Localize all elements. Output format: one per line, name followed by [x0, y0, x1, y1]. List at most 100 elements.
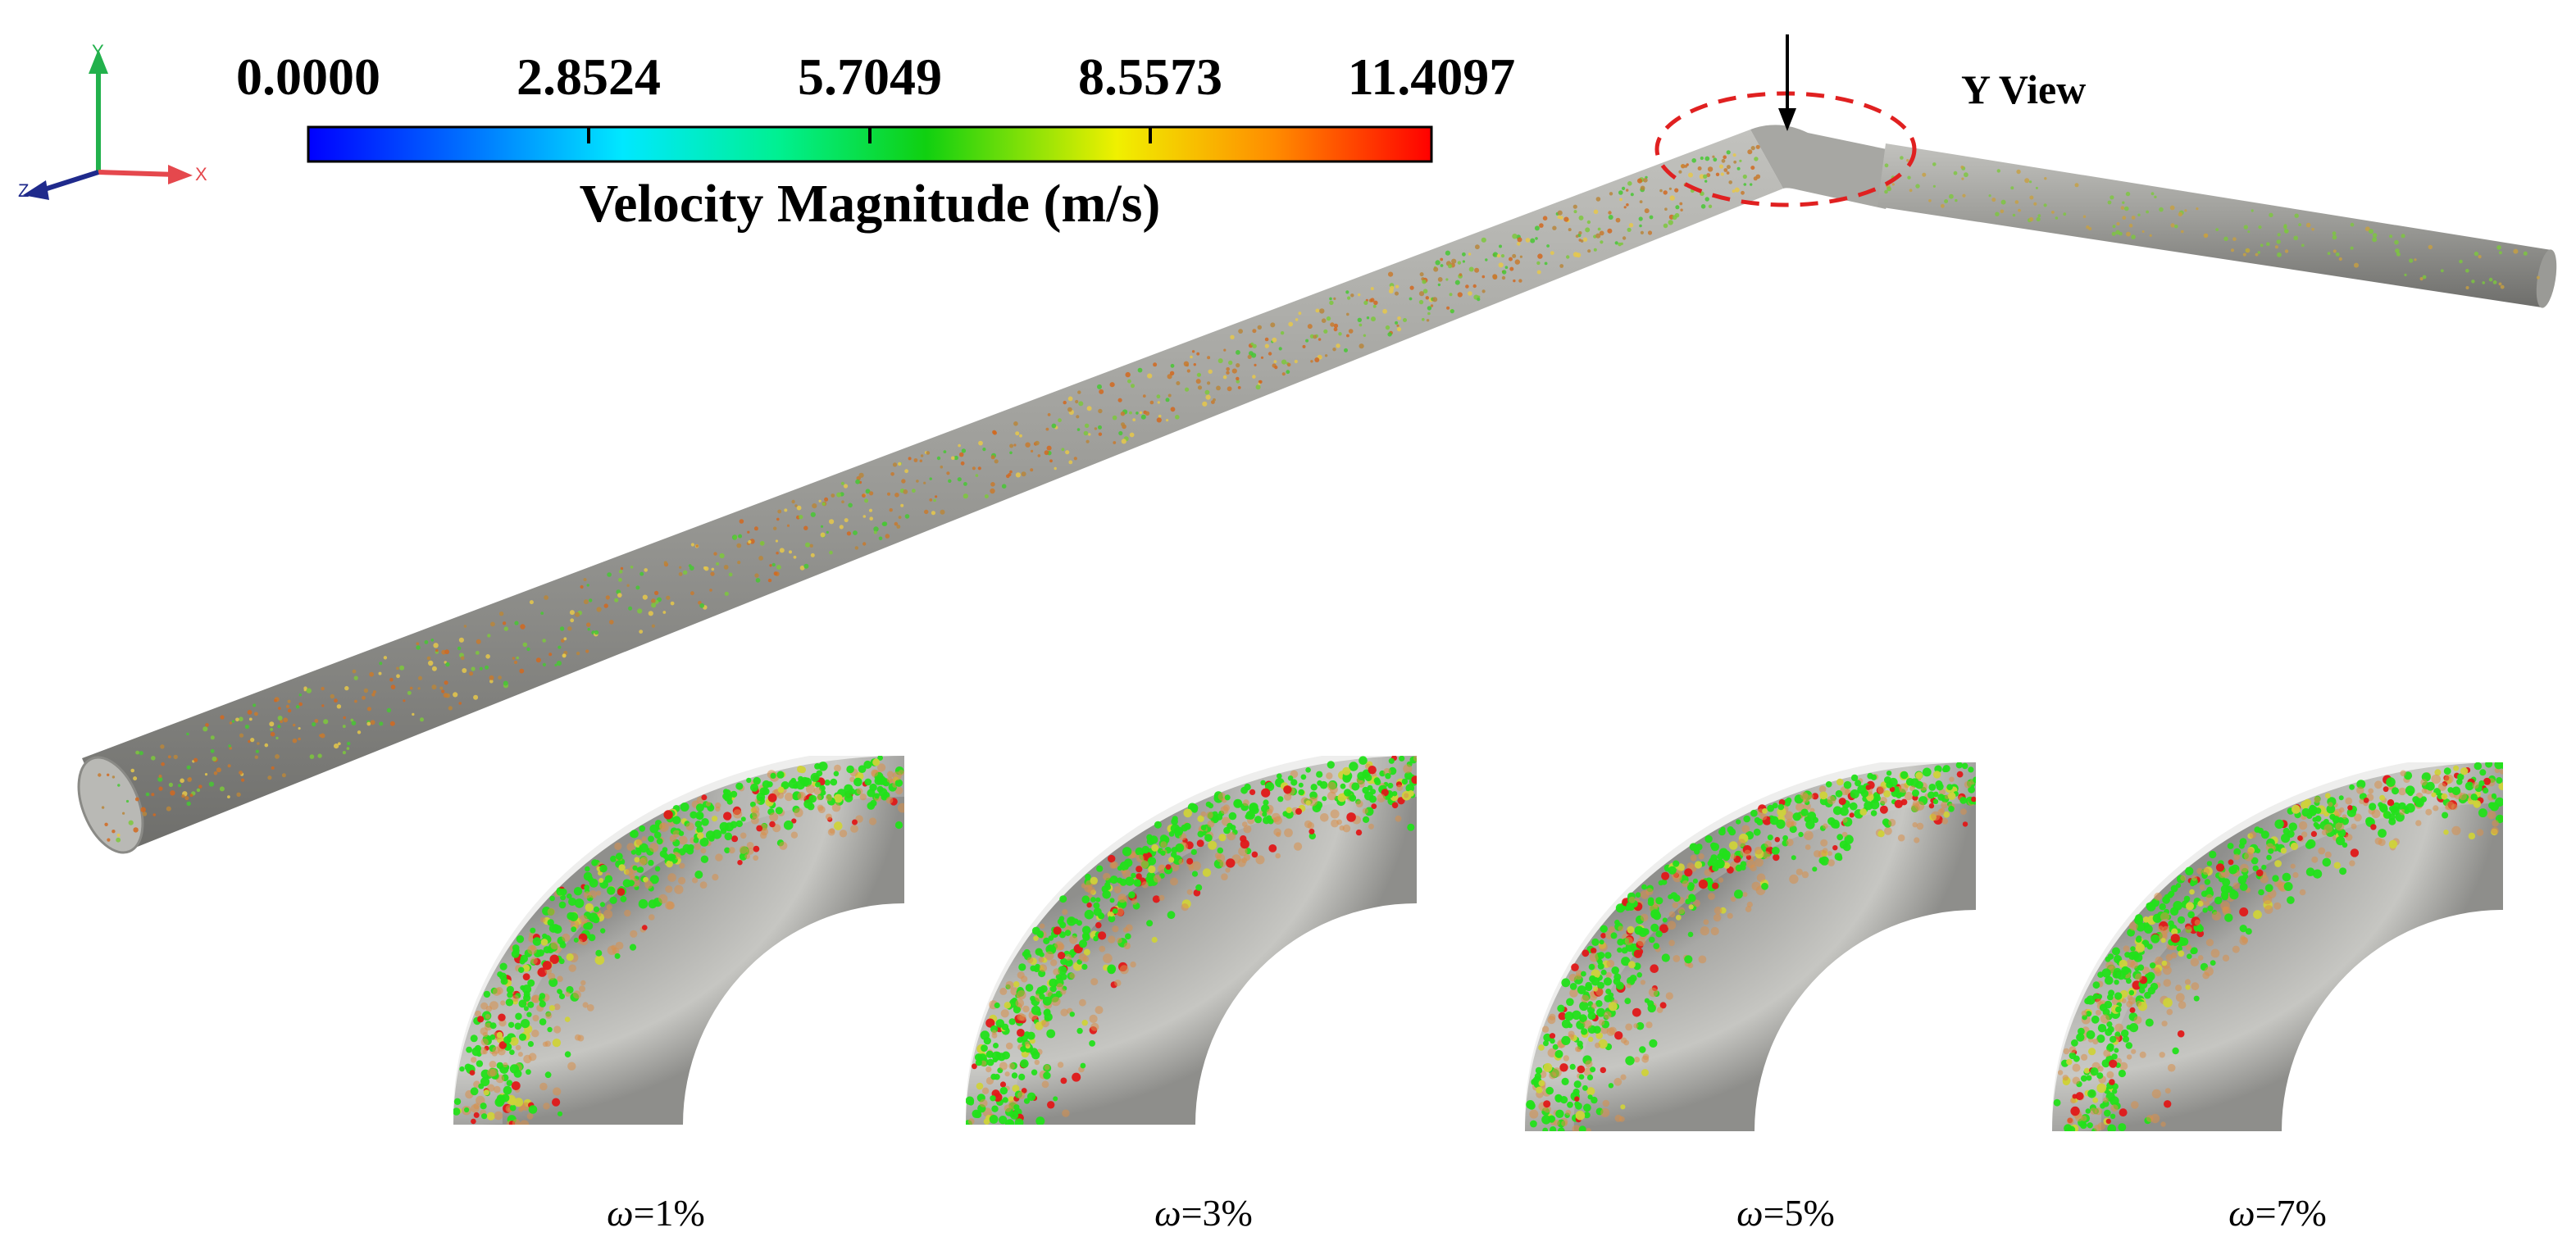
pipe-particle	[158, 775, 162, 778]
bend-particle	[1374, 779, 1381, 785]
pipe-particle	[1009, 451, 1013, 455]
bend-particle	[1614, 1031, 1623, 1040]
pipe-particle	[1247, 354, 1252, 359]
pipe-particle	[135, 750, 140, 755]
bend-particle	[967, 1118, 975, 1125]
bend-particle	[1575, 1110, 1586, 1121]
bend-particle	[762, 788, 770, 795]
pipe-particle	[839, 525, 844, 530]
pipe-particle	[193, 757, 198, 762]
bend-particle	[1714, 907, 1723, 915]
pipe-particle	[1496, 253, 1501, 258]
bend-particle	[1076, 1027, 1083, 1034]
pipe-particle	[1578, 239, 1582, 242]
bend-particle	[1620, 1074, 1627, 1080]
pipe-particle	[1585, 227, 1591, 233]
bend-particle	[1625, 905, 1631, 912]
bend-particle	[1625, 1023, 1633, 1031]
pipe-particle	[1514, 259, 1521, 265]
bend-particle	[2063, 1048, 2070, 1055]
bend-particle	[1598, 1039, 1608, 1049]
bend-particle	[638, 898, 649, 909]
pipe-particle	[1743, 183, 1747, 186]
pipe-particle	[2401, 234, 2405, 239]
pipe-particle	[278, 707, 281, 710]
bend-particle	[1827, 851, 1832, 857]
bend-particle	[690, 811, 698, 819]
bend-particle	[1218, 834, 1227, 842]
bend-particle	[1069, 972, 1076, 979]
bend-particle	[649, 875, 659, 884]
bend-particle	[827, 828, 835, 836]
bend-particle	[522, 973, 530, 980]
bend-particle	[2232, 882, 2240, 889]
pipe-particle	[1013, 443, 1017, 447]
pipe-particle	[978, 440, 983, 446]
axes-triad: Y X Z	[18, 41, 207, 201]
bend-particle	[1238, 847, 1248, 857]
pipe-particle	[1099, 389, 1104, 394]
bend-particle	[1932, 791, 1939, 798]
pipe-particle	[994, 459, 999, 464]
bend-particle	[1730, 853, 1736, 860]
bend-particle	[815, 781, 821, 788]
pipe-particle	[1165, 398, 1170, 402]
pipe-particle	[125, 799, 130, 803]
bend-particle	[2282, 872, 2292, 882]
bend-particle	[1541, 1025, 1550, 1033]
pipe-particle	[1156, 417, 1162, 423]
bend-particle	[1585, 981, 1592, 989]
pipe-particle	[2364, 226, 2370, 232]
pipe-particle	[1396, 327, 1402, 332]
bend-particle	[464, 1107, 470, 1113]
bend-particle	[1599, 942, 1608, 952]
bend-particle	[1004, 1104, 1012, 1112]
bend-particle	[2080, 1075, 2087, 1082]
bend-particle	[1084, 884, 1092, 893]
bend-particle	[2498, 782, 2503, 790]
bend-particle	[553, 1003, 561, 1011]
bend-particle	[1636, 1021, 1645, 1030]
pipe-particle	[836, 492, 842, 498]
bend-particle	[2067, 1117, 2074, 1125]
bend-particle	[1062, 909, 1068, 916]
pipe-particle	[2350, 246, 2354, 250]
pipe-particle	[716, 562, 720, 566]
bend-particle	[1645, 888, 1654, 896]
pipe-particle	[337, 742, 341, 746]
bend-particle	[593, 906, 600, 912]
bend-particle	[1627, 925, 1635, 934]
bend-particle	[666, 860, 673, 868]
pipe-particle	[1542, 216, 1548, 221]
bend-particle	[473, 1103, 480, 1110]
pipe-particle	[1336, 343, 1340, 348]
pipe-particle	[1681, 164, 1686, 169]
bend-particle	[753, 845, 760, 853]
bend-particle	[1572, 1010, 1582, 1020]
bend-particle	[1224, 794, 1231, 801]
pipe-particle	[784, 508, 788, 512]
bend-particle	[485, 1005, 493, 1012]
pipe-particle	[958, 452, 964, 457]
bend-particle	[1286, 807, 1292, 813]
pipe-particle	[1370, 298, 1375, 302]
pipe-particle	[1595, 197, 1601, 202]
bend-particle	[1547, 1016, 1556, 1025]
bend-particle	[1122, 847, 1132, 857]
bend-particle	[2085, 1011, 2092, 1017]
bend-particle	[1621, 957, 1631, 966]
bend-panel-2	[966, 756, 1417, 1125]
bend-particle	[548, 978, 558, 987]
bend-particle	[557, 975, 563, 982]
bend-particle	[649, 914, 655, 921]
pipe-particle	[1678, 170, 1682, 174]
y-view-annotation: Y View	[1654, 34, 2086, 207]
pipe-particle	[1058, 418, 1062, 423]
bend-particle	[868, 817, 877, 825]
pipe-particle	[1191, 350, 1195, 353]
pipe-particle	[1639, 224, 1642, 228]
bend-particle	[2121, 998, 2127, 1003]
pipe-particle	[283, 717, 289, 723]
bend-particle	[1579, 1014, 1587, 1023]
bend-particle	[2109, 1113, 2116, 1119]
